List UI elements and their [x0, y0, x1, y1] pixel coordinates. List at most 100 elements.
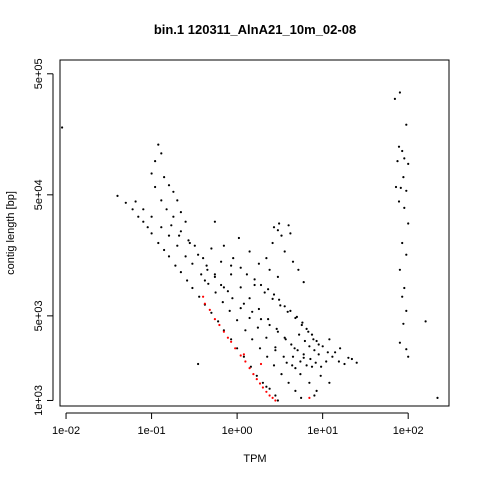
data-point [398, 268, 401, 271]
data-point [331, 355, 334, 358]
data-point [314, 361, 317, 364]
x-tick-label: 1e-02 [52, 425, 80, 437]
data-point [308, 345, 311, 348]
data-point [283, 250, 286, 253]
data-point [217, 320, 220, 323]
x-tick-label: 1e+01 [307, 425, 338, 437]
data-point [202, 257, 205, 260]
data-point [317, 353, 320, 356]
data-point [294, 367, 297, 370]
plot-frame [59, 59, 450, 407]
data-point [315, 339, 318, 343]
data-point [328, 381, 331, 384]
data-point [271, 297, 274, 300]
data-point [186, 279, 189, 282]
data-point [261, 386, 264, 389]
data-point [291, 260, 295, 263]
data-point [170, 224, 173, 227]
data-point [257, 307, 260, 311]
data-point [290, 343, 293, 346]
y-tick-label: 5e+04 [33, 179, 45, 210]
x-tick-label: 1e+02 [393, 425, 424, 437]
data-point [257, 262, 260, 265]
data-point [165, 208, 168, 211]
data-point [294, 316, 297, 320]
data-point [287, 224, 290, 227]
data-point [401, 149, 404, 153]
data-point [184, 220, 187, 223]
data-point [157, 143, 160, 146]
data-point [167, 234, 171, 237]
data-point [230, 338, 233, 341]
data-point [191, 262, 194, 265]
data-point [244, 360, 247, 363]
data-point [116, 194, 119, 197]
data-point [403, 206, 406, 209]
data-point [343, 362, 346, 366]
data-point [210, 311, 213, 314]
data-point [271, 396, 274, 399]
data-point [399, 186, 402, 189]
data-point [258, 382, 262, 385]
data-point [267, 288, 270, 291]
data-point [259, 283, 263, 287]
data-point [326, 351, 329, 354]
data-point [124, 201, 127, 204]
data-point [266, 355, 269, 358]
data-point [220, 283, 223, 287]
data-point [142, 208, 145, 211]
data-point [258, 347, 262, 350]
y-tick-label: 1e+03 [33, 385, 45, 416]
data-point [236, 319, 239, 322]
data-point [276, 399, 279, 402]
data-point [230, 264, 233, 267]
data-point [299, 373, 302, 376]
data-point [268, 387, 271, 390]
data-point [302, 281, 305, 284]
data-point [178, 234, 181, 237]
data-point [268, 323, 271, 327]
data-point [402, 322, 405, 325]
data-point [283, 336, 286, 339]
data-point [213, 273, 216, 276]
data-point [407, 222, 410, 225]
data-point [265, 385, 268, 388]
data-point [242, 355, 245, 358]
data-point [299, 360, 302, 363]
data-point [339, 347, 342, 350]
data-point [239, 354, 242, 357]
data-point [191, 286, 194, 290]
data-point [278, 222, 281, 225]
data-point [157, 241, 160, 245]
data-point [239, 266, 242, 269]
data-point [174, 264, 177, 267]
data-point [307, 330, 310, 333]
data-point [355, 361, 358, 364]
data-point [222, 286, 225, 289]
data-point [179, 211, 182, 214]
data-point [302, 356, 305, 359]
data-point [301, 321, 304, 324]
data-point [251, 338, 254, 341]
data-point [193, 244, 196, 247]
data-point [239, 286, 242, 289]
data-point [272, 226, 276, 229]
x-tick-label: 1e+00 [222, 425, 253, 437]
data-point [176, 199, 179, 202]
data-point [313, 349, 316, 352]
data-point [226, 290, 229, 293]
data-point [259, 318, 263, 321]
data-point [253, 283, 256, 287]
data-point [319, 374, 322, 377]
data-point [272, 293, 276, 296]
data-point [305, 327, 308, 330]
data-point [248, 367, 251, 370]
data-point [396, 160, 399, 163]
data-point [236, 347, 239, 350]
data-point [276, 275, 279, 278]
data-point [276, 229, 279, 232]
data-point [397, 200, 401, 203]
data-point [271, 241, 274, 245]
data-point [298, 333, 301, 336]
